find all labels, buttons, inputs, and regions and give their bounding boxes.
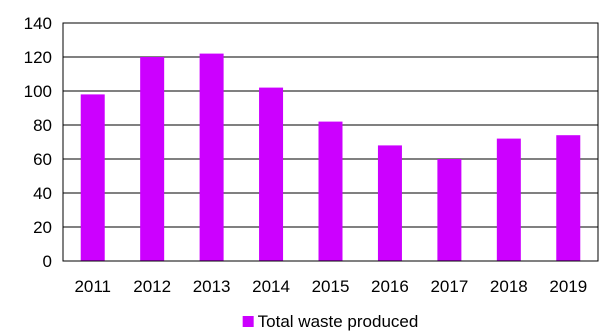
y-axis-tick-labels: 0 20 40 60 80 100 120 140: [24, 14, 52, 271]
y-tick-label: 60: [33, 150, 52, 169]
y-tick-label: 40: [33, 184, 52, 203]
bar-2015: [318, 121, 343, 261]
x-tick-label: 2012: [133, 277, 171, 296]
x-tick-label: 2014: [252, 277, 290, 296]
legend: Total waste produced: [242, 312, 419, 331]
bar-2011: [80, 94, 105, 262]
bar-2016: [377, 145, 402, 261]
bar-2012: [140, 57, 165, 261]
y-tick-label: 100: [24, 82, 52, 101]
bar-2017: [437, 159, 462, 261]
plot-frame: [62, 22, 599, 262]
y-tick-label: 120: [24, 48, 52, 67]
bar-2014: [259, 87, 284, 261]
x-tick-label: 2019: [549, 277, 587, 296]
bar-2019: [556, 135, 581, 261]
y-tick-label: 80: [33, 116, 52, 135]
x-axis-tick-labels: 2011 2012 2013 2014 2015 2016 2017 2018 2019: [74, 277, 587, 296]
y-tick-label: 20: [33, 218, 52, 237]
y-tick-label: 0: [43, 252, 52, 271]
x-tick-label: 2016: [371, 277, 409, 296]
x-tick-label: 2015: [312, 277, 350, 296]
x-tick-label: 2017: [430, 277, 468, 296]
legend-label: Total waste produced: [258, 312, 419, 331]
legend-swatch: [242, 316, 254, 327]
bar-2018: [496, 138, 521, 261]
bars: [80, 53, 581, 262]
x-tick-label: 2013: [193, 277, 231, 296]
y-tick-label: 140: [24, 14, 52, 33]
bar-2013: [199, 53, 224, 261]
x-tick-label: 2011: [74, 277, 111, 296]
x-tick-label: 2018: [490, 277, 528, 296]
